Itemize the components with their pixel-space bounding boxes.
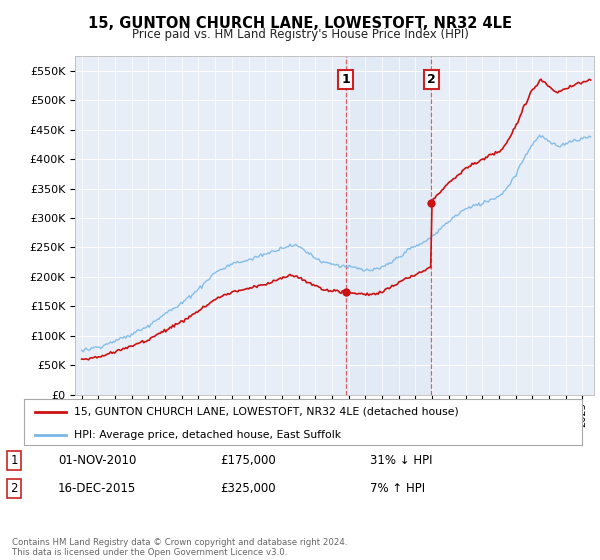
Text: £175,000: £175,000 <box>220 454 276 467</box>
Text: Contains HM Land Registry data © Crown copyright and database right 2024.
This d: Contains HM Land Registry data © Crown c… <box>12 538 347 557</box>
Text: 2: 2 <box>427 73 436 86</box>
Bar <box>346 56 431 395</box>
Text: 15, GUNTON CHURCH LANE, LOWESTOFT, NR32 4LE (detached house): 15, GUNTON CHURCH LANE, LOWESTOFT, NR32 … <box>74 407 459 417</box>
Text: Price paid vs. HM Land Registry's House Price Index (HPI): Price paid vs. HM Land Registry's House … <box>131 28 469 41</box>
Text: £325,000: £325,000 <box>220 482 275 495</box>
Text: 01-NOV-2010: 01-NOV-2010 <box>58 454 136 467</box>
Text: 15, GUNTON CHURCH LANE, LOWESTOFT, NR32 4LE: 15, GUNTON CHURCH LANE, LOWESTOFT, NR32 … <box>88 16 512 31</box>
Text: 31% ↓ HPI: 31% ↓ HPI <box>370 454 433 467</box>
Text: 7% ↑ HPI: 7% ↑ HPI <box>370 482 425 495</box>
Text: 16-DEC-2015: 16-DEC-2015 <box>58 482 136 495</box>
Text: 1: 1 <box>10 454 18 467</box>
Text: 2: 2 <box>10 482 18 495</box>
Text: HPI: Average price, detached house, East Suffolk: HPI: Average price, detached house, East… <box>74 430 341 440</box>
Text: 1: 1 <box>341 73 350 86</box>
